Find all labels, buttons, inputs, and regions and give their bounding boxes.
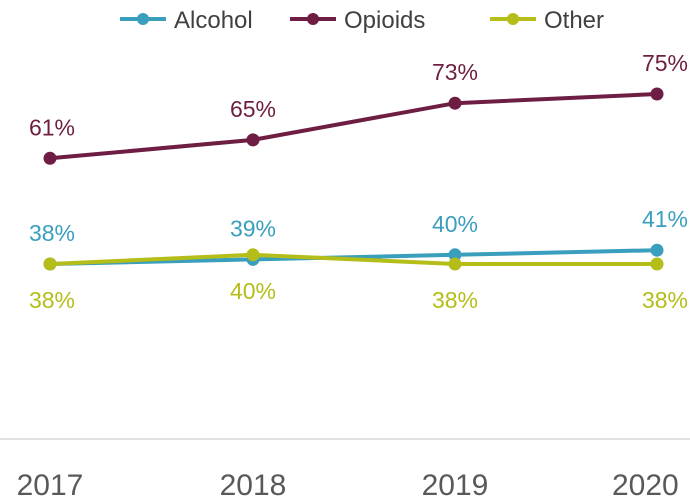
data-point-other-2017 <box>43 257 57 271</box>
series-line-other <box>48 252 659 266</box>
data-point-opioids-2019 <box>448 96 462 110</box>
legend-item-opioids: Opioids <box>290 7 425 34</box>
x-tick-label-2018: 2018 <box>220 469 287 502</box>
legend: Alcohol Opioids Other <box>120 7 604 34</box>
x-axis-ticks: 2017 2018 2019 2020 <box>17 469 679 502</box>
legend-item-alcohol: Alcohol <box>120 7 253 34</box>
data-label-opioids-2017: 61% <box>29 114 75 140</box>
data-point-opioids-2020 <box>650 87 664 101</box>
legend-label-other: Other <box>544 7 604 34</box>
data-label-other-2017: 38% <box>29 287 75 313</box>
data-point-other-2020 <box>650 257 664 271</box>
x-tick-label-2017: 2017 <box>17 469 84 502</box>
data-point-opioids-2018 <box>246 133 260 147</box>
data-point-other-2018 <box>246 248 260 262</box>
x-tick-label-2019: 2019 <box>422 469 489 502</box>
data-label-opioids-2018: 65% <box>230 96 276 122</box>
data-label-alcohol-2018: 39% <box>230 215 276 241</box>
data-label-alcohol-2017: 38% <box>29 220 75 246</box>
legend-swatch-marker-opioids <box>307 13 319 25</box>
series-line-alcohol <box>48 248 659 266</box>
x-tick-label-2020: 2020 <box>612 469 679 502</box>
data-label-alcohol-2020: 41% <box>642 206 688 232</box>
data-point-opioids-2017 <box>43 151 57 165</box>
data-label-other-2019: 38% <box>432 287 478 313</box>
data-labels: 38% 39% 40% 41% 61% 65% 73% 75% 38% 40% 38% 38% <box>29 50 688 313</box>
data-point-alcohol-2019 <box>448 248 462 262</box>
series-line-opioids <box>48 92 659 161</box>
legend-label-opioids: Opioids <box>344 7 425 34</box>
legend-item-other: Other <box>490 7 604 34</box>
data-point-alcohol-2020 <box>650 243 664 257</box>
data-label-other-2018: 40% <box>230 278 276 304</box>
series-lines <box>43 87 664 271</box>
data-label-alcohol-2019: 40% <box>432 211 478 237</box>
legend-swatch-marker-alcohol <box>137 13 149 25</box>
data-label-opioids-2019: 73% <box>432 59 478 85</box>
data-label-opioids-2020: 75% <box>642 50 688 76</box>
legend-label-alcohol: Alcohol <box>174 7 253 34</box>
legend-swatch-marker-other <box>507 13 519 25</box>
data-label-other-2020: 38% <box>642 287 688 313</box>
data-point-other-2019 <box>448 257 462 271</box>
